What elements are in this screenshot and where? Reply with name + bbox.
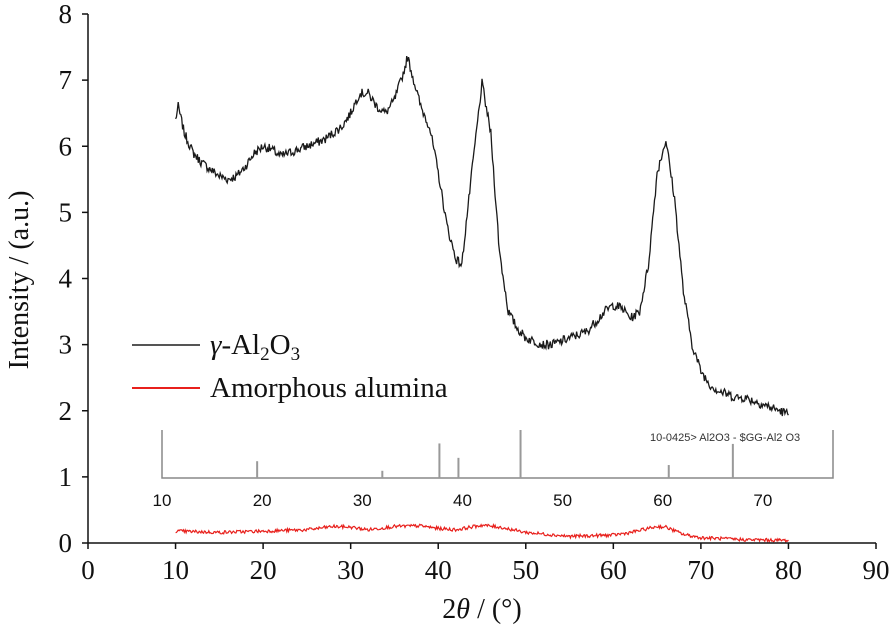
y-tick-label: 2 (59, 396, 73, 426)
inset-x-tick-label: 30 (353, 491, 372, 510)
y-tick-label: 0 (59, 528, 73, 558)
inset-x-tick-label: 70 (753, 491, 772, 510)
y-tick-label: 7 (59, 65, 73, 95)
inset-card-label: 10-0425> Al2O3 - $GG-Al2 O3 (650, 432, 800, 444)
y-tick-label: 5 (59, 197, 73, 227)
axes: 0 10 20 30 40 50 60 70 80 90 0 1 2 3 4 5 6 7 8 (59, 0, 890, 585)
x-tick-label: 20 (250, 555, 277, 585)
x-axis-title: 2θ / (°) (442, 594, 521, 625)
y-tick-label: 8 (59, 0, 73, 29)
y-tick-label: 1 (59, 462, 73, 492)
x-tick-label: 80 (775, 555, 802, 585)
x-tick-label: 40 (425, 555, 452, 585)
y-tick-label: 4 (59, 264, 73, 294)
inset-x-tick-label: 50 (553, 491, 572, 510)
x-tick-label: 30 (337, 555, 364, 585)
y-tick-label: 6 (59, 131, 73, 161)
inset-x-tick-label: 10 (153, 491, 172, 510)
x-tick-label: 50 (512, 555, 539, 585)
x-tick-label: 90 (863, 555, 890, 585)
inset-frame (161, 430, 834, 479)
reference-pattern-inset: 10 20 30 40 50 60 70 10-0425> Al2O3 - $GG-Al2 … (153, 430, 834, 510)
legend-label-gamma-al2o3: γ-Al2O3 (210, 329, 300, 365)
series-amorphous-alumina-line (175, 522, 789, 544)
legend: γ-Al2O3 Amorphous alumina (132, 329, 448, 404)
x-tick-label: 10 (162, 555, 189, 585)
x-tick-label: 0 (81, 555, 95, 585)
x-tick-label: 70 (687, 555, 714, 585)
inset-x-tick-label: 40 (453, 491, 472, 510)
y-axis-title: Intensity / (a.u.) (4, 191, 35, 370)
y-tick-label: 3 (59, 330, 73, 360)
legend-label-amorphous-alumina: Amorphous alumina (210, 372, 448, 404)
x-tick-label: 60 (600, 555, 627, 585)
inset-x-tick-label: 20 (253, 491, 272, 510)
inset-x-tick-label: 60 (653, 491, 672, 510)
series-gamma-al2o3-line (175, 55, 789, 417)
